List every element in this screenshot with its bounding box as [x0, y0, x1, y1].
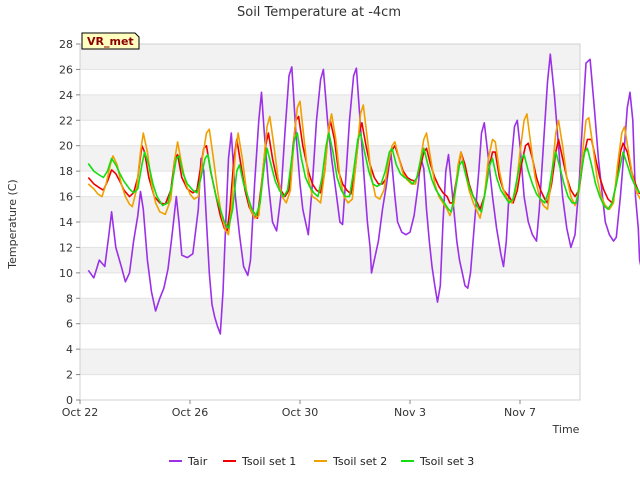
y-tick-label: 28 — [59, 38, 73, 51]
y-tick-label: 12 — [59, 241, 73, 254]
grid-band — [80, 298, 580, 324]
y-tick-label: 26 — [59, 63, 73, 76]
y-tick-label: 0 — [66, 394, 73, 407]
grid-band — [80, 69, 580, 95]
legend-label: Tsoil set 1 — [241, 455, 296, 468]
y-tick-label: 14 — [59, 216, 73, 229]
y-tick-label: 22 — [59, 114, 73, 127]
legend-label: Tsoil set 3 — [419, 455, 474, 468]
y-tick-label: 16 — [59, 191, 73, 204]
grid-band — [80, 323, 580, 350]
y-tick-label: 20 — [59, 140, 73, 153]
legend-label: Tsoil set 2 — [332, 455, 387, 468]
series-lines — [87, 53, 640, 335]
grid-band — [80, 94, 580, 121]
x-tick-label: Nov 3 — [394, 406, 426, 419]
y-tick-label: 4 — [66, 343, 73, 356]
y-tick-label: 24 — [59, 89, 73, 102]
series-line-tair — [87, 53, 640, 335]
grid-band — [80, 374, 580, 400]
y-tick-label: 6 — [66, 318, 73, 331]
y-tick-label: 18 — [59, 165, 73, 178]
y-tick-label: 8 — [66, 292, 73, 305]
y-axis-label: Temperature (C) — [6, 179, 19, 269]
vr-met-badge-box — [81, 32, 140, 50]
x-axis-ticks: Oct 22 Oct 26 Oct 30 Nov 3 Nov 7 — [62, 400, 536, 419]
y-tick-label: 2 — [66, 369, 73, 382]
grid-band — [80, 196, 580, 222]
grid-band — [80, 44, 580, 70]
chart-title: Soil Temperature at -4cm — [237, 5, 401, 20]
series-line-tsoil-set-3 — [87, 132, 640, 230]
grid-band — [80, 247, 580, 273]
vr-met-badge: VR_met — [81, 32, 140, 50]
x-tick-label: Nov 7 — [504, 406, 536, 419]
x-tick-label: Oct 22 — [62, 406, 99, 419]
plot-bands — [80, 44, 580, 401]
vr-met-label: VR_met — [87, 35, 134, 48]
x-tick-label: Oct 30 — [282, 406, 319, 419]
grid-band — [80, 349, 580, 375]
grid-band — [80, 272, 580, 299]
legend-label: Tair — [187, 455, 208, 468]
x-tick-label: Oct 26 — [172, 406, 209, 419]
legend: Tair Tsoil set 1 Tsoil set 2 Tsoil set 3 — [169, 455, 474, 468]
grid-band — [80, 222, 580, 248]
y-tick-label: 10 — [59, 267, 73, 280]
x-axis-label: Time — [552, 423, 580, 436]
